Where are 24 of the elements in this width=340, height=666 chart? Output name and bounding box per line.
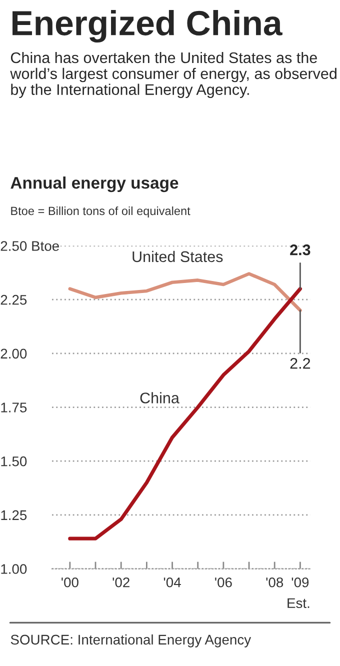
y-tick-label: 1.75: [1, 402, 27, 412]
y-tick-label: 1.00: [1, 564, 27, 574]
line-series: [68, 272, 302, 312]
series-label: China: [140, 392, 180, 404]
text: Est.: [288, 598, 310, 608]
y-tick-label: 1.50: [1, 456, 27, 466]
text: Annual energy usage: [10, 176, 178, 192]
x-tick-label: '06: [215, 577, 232, 588]
series-label: United States: [132, 250, 223, 262]
x-tick-label: '04: [164, 577, 181, 588]
source-note: SOURCE: International Energy Agency: [10, 634, 252, 648]
annotation: 2.2: [290, 358, 310, 369]
y-tick-label: 2.00: [0, 348, 27, 359]
x-tick-label: '08: [266, 577, 284, 588]
y-tick-label: 1.25: [1, 510, 27, 520]
chart-subtitle: China has overtaken the United States as the world’s largest consumer of energy, as observed by the International Energy Agency.: [10, 52, 336, 98]
chart-title: Energized China: [12, 10, 282, 43]
x-tick-label: '09: [292, 577, 309, 588]
x-tick-label: '02: [112, 577, 130, 588]
text: Btoe = Billion tons of oil equivalent: [11, 206, 190, 218]
annotation: 2.3: [290, 244, 310, 256]
x-tick-label: '00: [62, 577, 78, 588]
y-tick-label: 2.50 Btoe: [0, 241, 59, 251]
y-tick-label: 2.25: [0, 294, 27, 305]
